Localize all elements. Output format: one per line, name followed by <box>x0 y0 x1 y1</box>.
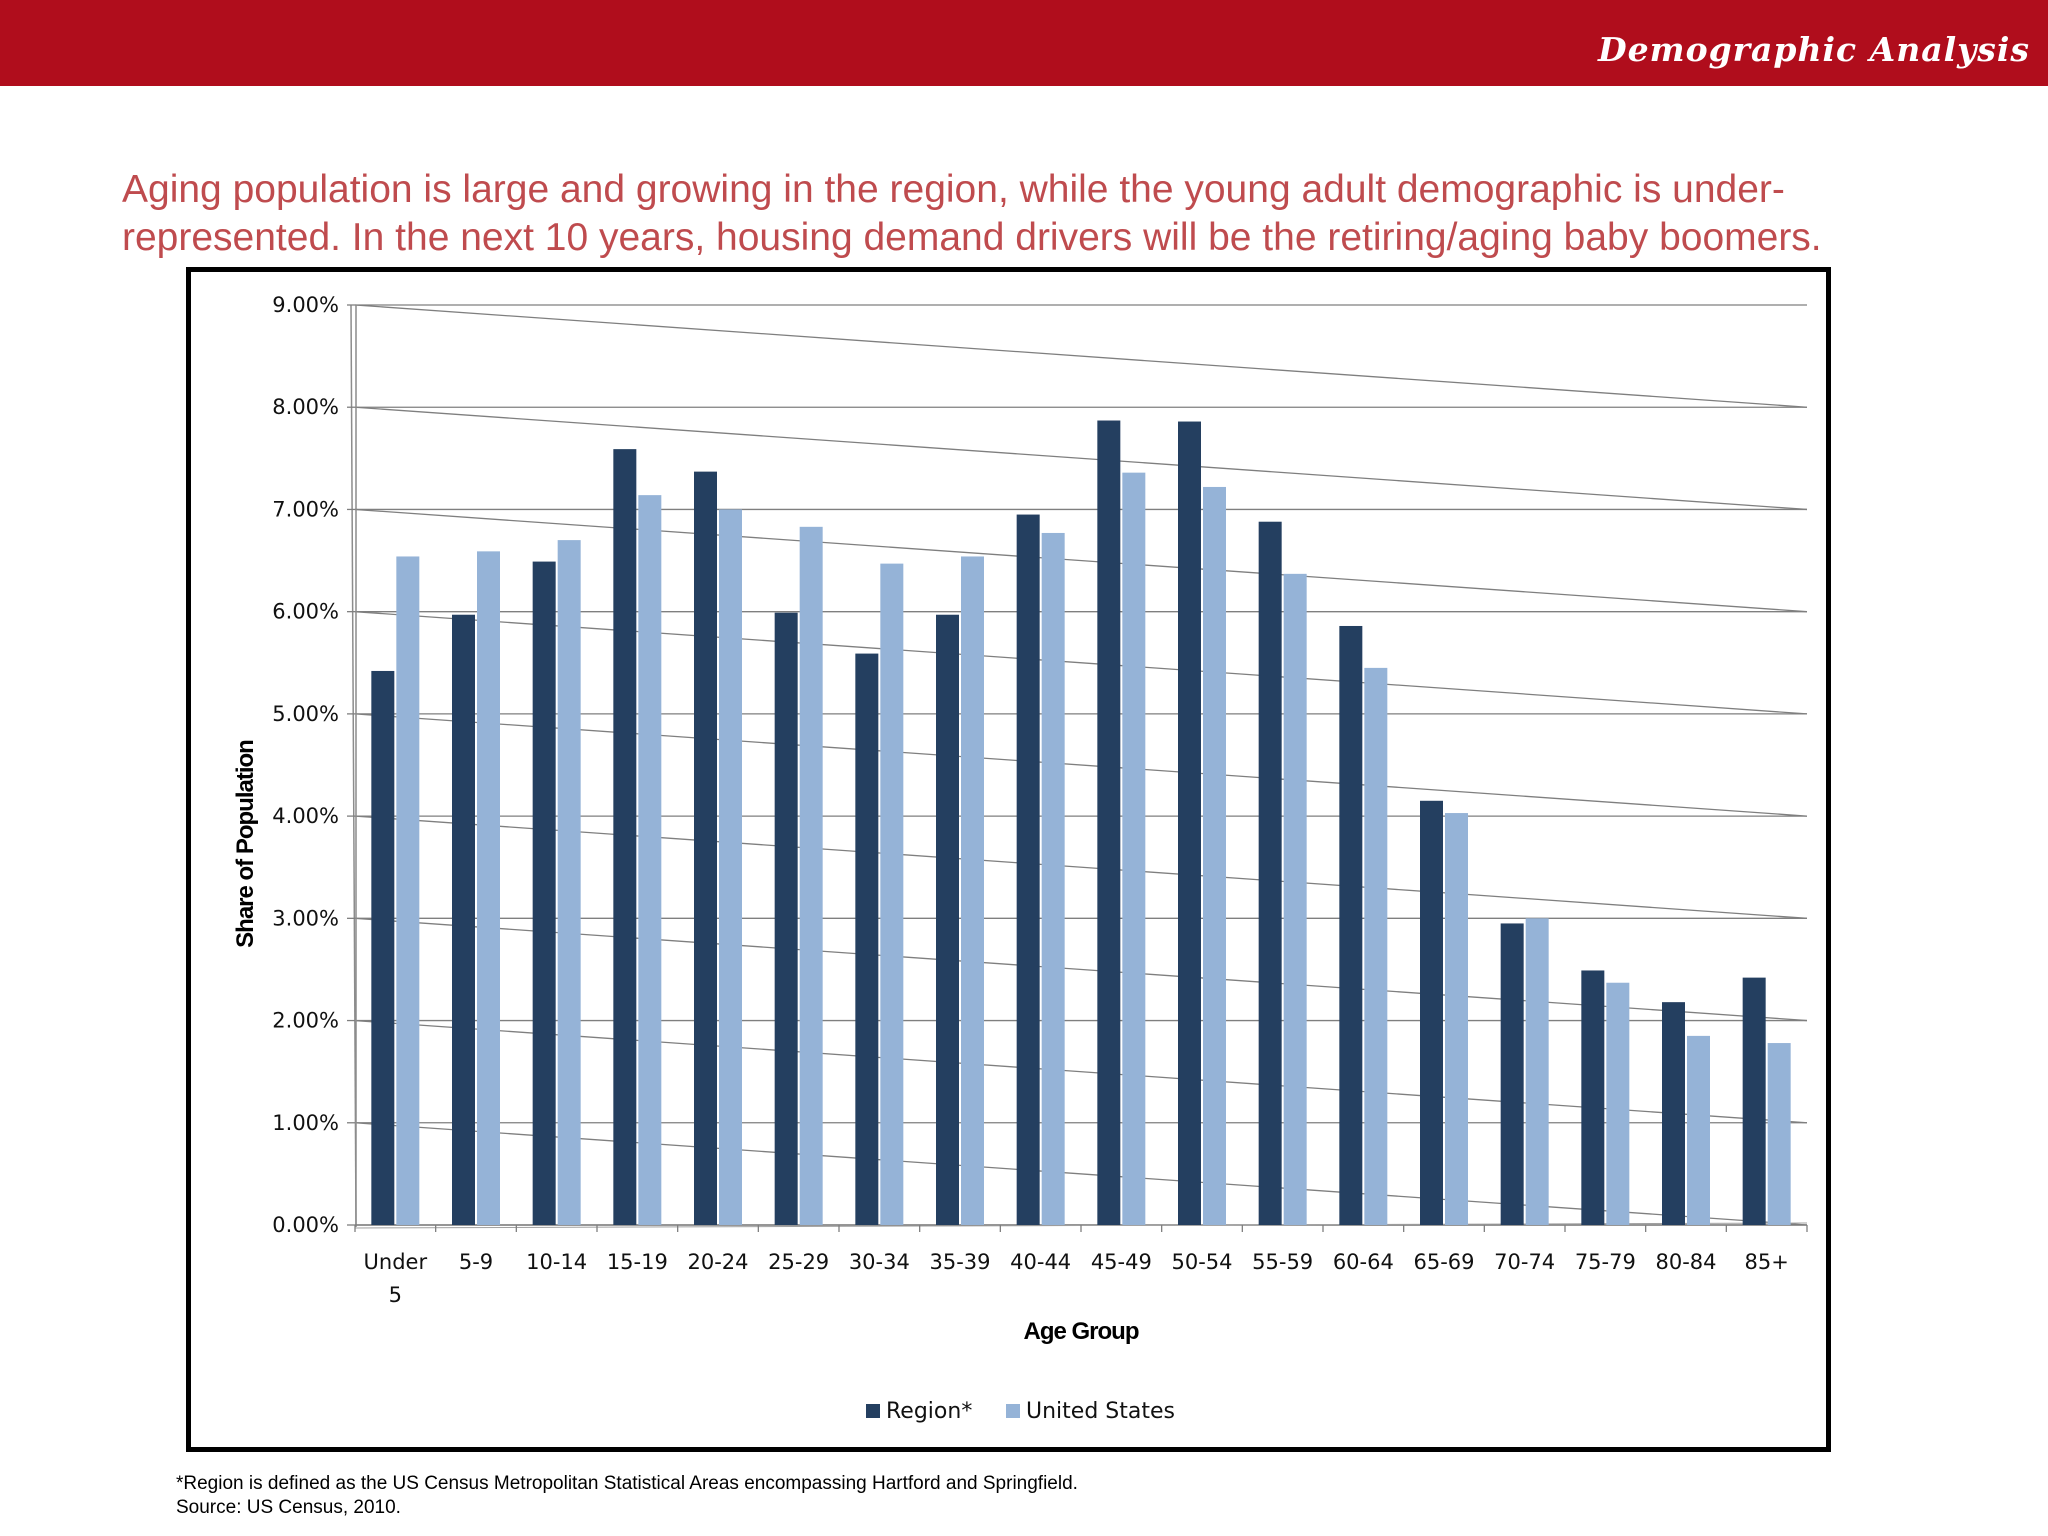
bar-us-35-39 <box>961 556 984 1225</box>
x-tick-label: 60-64 <box>1333 1250 1394 1274</box>
y-axis-title: Share of Population <box>232 740 259 948</box>
bar-region-85- <box>1742 977 1766 1225</box>
y-tick-label: 6.00% <box>272 600 339 624</box>
bar-region-20-24 <box>694 471 717 1226</box>
bar-us-75-79 <box>1606 982 1630 1225</box>
grid-layer <box>354 304 1808 1226</box>
grid-diagonal <box>354 508 1808 613</box>
x-tick-label: 15-19 <box>607 1250 668 1274</box>
bar-us-40-44 <box>1041 532 1065 1225</box>
bar-us-under-5 <box>396 556 420 1225</box>
x-tick-label: 5-9 <box>459 1250 493 1274</box>
y-tick-label: 7.00% <box>272 497 339 521</box>
bar-region-65-69 <box>1420 800 1443 1225</box>
bar-chart: 0.00% 1.00% 2.00% 3.00% 4.00% 5.00% 6.00% 7.00%… <box>232 293 1808 1424</box>
bar-region-80-84 <box>1662 1002 1685 1225</box>
bar-us-45-49 <box>1122 472 1146 1226</box>
bar-us-70-74 <box>1525 918 1549 1225</box>
side-wall-edge <box>350 304 357 1228</box>
legend-item-us: United States <box>1006 1399 1175 1424</box>
x-tick-label: 65-69 <box>1413 1250 1474 1274</box>
bar-us-15-19 <box>638 495 662 1226</box>
x-tick-label: 50-54 <box>1171 1250 1232 1274</box>
header-bar: Demographic Analysis <box>0 0 2048 86</box>
bar-region-45-49 <box>1097 420 1121 1225</box>
bar-layer <box>371 420 1791 1226</box>
bar-us-60-64 <box>1364 667 1388 1225</box>
y-tick-label: 9.00% <box>272 293 339 317</box>
footnote-source: Source: US Census, 2010. <box>176 1497 401 1518</box>
bar-us-20-24 <box>719 509 742 1225</box>
x-axis-title: Age Group <box>1024 1318 1139 1345</box>
grid-diagonal <box>354 917 1808 1022</box>
y-tick-label: 4.00% <box>272 804 339 828</box>
headline: Aging population is large and growing in… <box>122 166 1962 262</box>
grid-diagonal <box>354 713 1808 817</box>
bar-us-85- <box>1767 1043 1791 1225</box>
chart-frame: 0.00% 1.00% 2.00% 3.00% 4.00% 5.00% 6.00% 7.00%… <box>186 267 1831 1452</box>
brand-title: Demographic Analysis <box>1598 30 2030 69</box>
legend-label: United States <box>1026 1399 1175 1424</box>
footnote: *Region is defined as the US Census Metr… <box>176 1472 1776 1520</box>
legend-swatch <box>866 1404 880 1418</box>
y-tick-label: 5.00% <box>272 702 339 726</box>
footnote-definition: *Region is defined as the US Census Metr… <box>176 1473 1078 1494</box>
bar-us-65-69 <box>1445 813 1468 1225</box>
bar-region-60-64 <box>1339 625 1363 1225</box>
y-tick-label: 0.00% <box>272 1213 339 1237</box>
x-tick-label: Under <box>364 1250 428 1274</box>
bar-region-35-39 <box>936 614 959 1225</box>
bar-region-10-14 <box>532 561 556 1225</box>
bar-region-40-44 <box>1016 514 1040 1225</box>
grid-diagonal <box>354 815 1808 919</box>
bar-region-75-79 <box>1581 970 1605 1225</box>
x-tick-label: 70-74 <box>1494 1250 1555 1274</box>
bar-us-80-84 <box>1687 1035 1710 1225</box>
bar-region-25-29 <box>774 612 798 1225</box>
legend: Region* United States <box>866 1399 1175 1424</box>
bar-us-30-34 <box>880 563 904 1225</box>
label-layer: 0.00% 1.00% 2.00% 3.00% 4.00% 5.00% 6.00% 7.00%… <box>272 293 1789 1307</box>
x-tick-label: 80-84 <box>1655 1250 1716 1274</box>
x-tick-label: 75-79 <box>1575 1250 1636 1274</box>
x-tick-label: 10-14 <box>526 1250 587 1274</box>
grid-diagonal <box>354 304 1808 408</box>
grid-diagonal <box>354 406 1808 511</box>
x-tick-label: 35-39 <box>929 1250 990 1274</box>
grid-diagonal <box>354 1122 1808 1226</box>
bar-region-5-9 <box>452 614 475 1225</box>
x-tick-label: 55-59 <box>1252 1250 1313 1274</box>
legend-swatch <box>1006 1404 1020 1418</box>
bar-us-5-9 <box>477 551 500 1225</box>
y-tick-label: 1.00% <box>272 1111 339 1135</box>
axis-layer <box>347 304 1808 1232</box>
headline-line-1: Aging population is large and growing in… <box>122 168 1785 211</box>
bar-us-55-59 <box>1283 573 1307 1225</box>
bar-region-under-5 <box>371 670 395 1225</box>
bar-region-55-59 <box>1258 521 1282 1225</box>
x-tick-label-line2: 5 <box>389 1283 402 1307</box>
x-tick-label: 30-34 <box>849 1250 910 1274</box>
y-tick-label: 3.00% <box>272 906 339 930</box>
bar-region-70-74 <box>1500 923 1524 1225</box>
grid-diagonal <box>354 611 1808 715</box>
x-tick-label: 85+ <box>1745 1250 1789 1274</box>
bar-us-10-14 <box>557 540 581 1225</box>
headline-line-2: represented. In the next 10 years, housi… <box>122 216 1822 259</box>
bar-region-30-34 <box>855 653 879 1225</box>
grid-diagonal <box>354 1019 1808 1124</box>
bar-us-25-29 <box>799 526 823 1225</box>
bar-region-50-54 <box>1178 421 1201 1225</box>
x-tick-label: 45-49 <box>1091 1250 1152 1274</box>
x-tick-label: 25-29 <box>768 1250 829 1274</box>
x-tick-label: 20-24 <box>687 1250 748 1274</box>
bar-region-15-19 <box>613 449 637 1226</box>
y-tick-label: 8.00% <box>272 395 339 419</box>
y-tick-label: 2.00% <box>272 1009 339 1033</box>
legend-label: Region* <box>886 1399 972 1424</box>
x-tick-label: 40-44 <box>1010 1250 1071 1274</box>
bar-us-50-54 <box>1203 486 1226 1225</box>
legend-item-region: Region* <box>866 1399 972 1424</box>
